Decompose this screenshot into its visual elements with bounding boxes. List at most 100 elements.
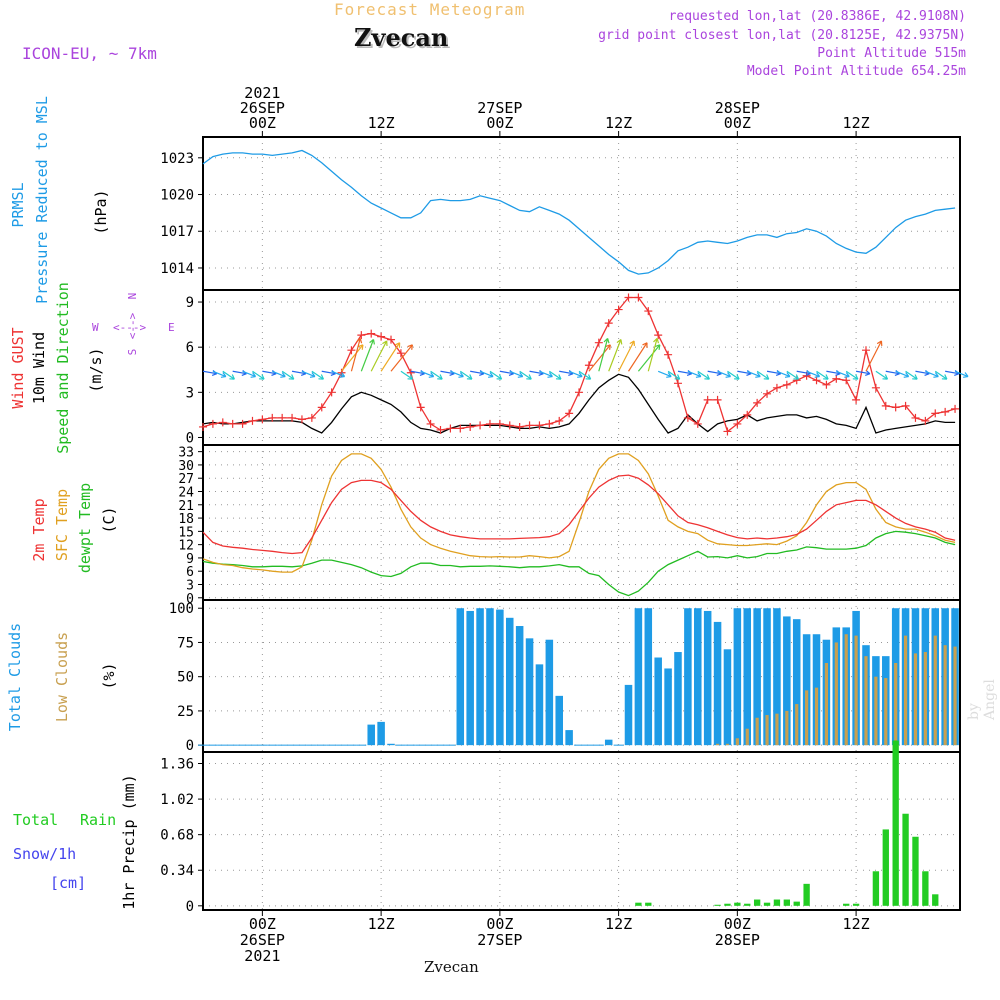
gust-marker xyxy=(515,422,524,431)
clouds-ytick-label: 25 xyxy=(177,704,194,720)
gust-marker xyxy=(782,380,791,389)
low-cloud-bar xyxy=(715,743,720,746)
wind-direction-arrow xyxy=(707,370,722,375)
wind-direction-arrowhead xyxy=(585,374,592,380)
total-cloud-bar xyxy=(773,608,781,746)
total-cloud-bar xyxy=(525,638,534,746)
low-cloud-bar xyxy=(933,635,937,746)
total-cloud-bar xyxy=(684,608,692,746)
top-time-label: 00Z xyxy=(486,114,513,132)
low-cloud-bar xyxy=(884,678,888,746)
wind-direction-arrow xyxy=(370,340,388,372)
gust-marker xyxy=(683,413,692,422)
wind-direction-arrow xyxy=(459,370,473,380)
low-cloud-bar xyxy=(785,710,789,746)
gust-marker xyxy=(218,418,227,427)
wind-direction-arrowhead xyxy=(912,374,918,380)
gust-marker xyxy=(565,409,574,418)
precip-bar xyxy=(753,899,761,906)
wind-direction-arrowhead xyxy=(725,372,732,378)
wind-direction-arrow xyxy=(232,370,247,375)
low-cloud-bar xyxy=(844,634,848,746)
gust-marker xyxy=(555,416,564,425)
total-cloud-bar xyxy=(753,608,761,746)
wind-direction-arrow xyxy=(479,370,494,378)
total-cloud-bar xyxy=(644,608,653,746)
precip-bar xyxy=(744,903,751,906)
temp-ytick-label: 12 xyxy=(178,539,194,554)
gust-marker xyxy=(852,395,861,404)
top-time-label: 26SEP xyxy=(240,99,285,117)
precip-bar xyxy=(872,871,880,906)
temp-ytick-label: 30 xyxy=(178,459,194,474)
snow-label: Snow/1h xyxy=(13,845,76,863)
wind-direction-arrowhead xyxy=(793,374,799,380)
wind-direction-arrow xyxy=(836,370,850,378)
pressure-ytick-label: 1020 xyxy=(160,188,194,204)
wind-direction-arrow xyxy=(400,370,413,380)
bottom-time-label: 12Z xyxy=(368,915,395,933)
wind-direction-arrowhead xyxy=(259,374,265,380)
pressure-msl-label: Pressure Reduced to MSL xyxy=(33,96,51,304)
gust-marker xyxy=(951,404,960,413)
gridpoint-location: grid point closest lon,lat (20.8125E, 42… xyxy=(598,28,966,43)
precip-bar xyxy=(734,902,741,906)
total-cloud-bar xyxy=(466,610,474,746)
precip-panel: 0 0.34 0.68 1.02 1.36 xyxy=(160,751,961,915)
wind-direction-arrowhead xyxy=(437,374,443,380)
gust-marker xyxy=(268,413,277,422)
wind-direction-arrowhead xyxy=(704,374,710,380)
gust-marker xyxy=(703,395,712,404)
wind-direction-arrow xyxy=(450,370,464,378)
gust-marker xyxy=(456,424,465,433)
temp-ytick-label: 27 xyxy=(178,472,194,487)
wind-direction-arrow xyxy=(519,370,532,380)
temp-ytick-label: 0 xyxy=(186,592,194,607)
wind-direction-arrow xyxy=(697,370,710,380)
wind-direction-arrow xyxy=(875,370,888,380)
wind-ytick-label: 3 xyxy=(186,385,194,401)
gust-marker xyxy=(466,422,475,431)
total-cloud-bar xyxy=(367,724,375,746)
gust-marker xyxy=(614,305,623,314)
model-label: ICON-EU, ~ 7km xyxy=(22,44,157,63)
gust-marker xyxy=(921,416,930,425)
gust-marker xyxy=(288,413,297,422)
gust-marker xyxy=(208,419,217,428)
gust-marker xyxy=(327,388,336,397)
wind-ytick-label: 6 xyxy=(186,340,194,356)
wind-direction-arrow xyxy=(252,370,265,380)
precip-bar xyxy=(773,899,781,906)
bottom-time-label: 00Z xyxy=(249,915,276,933)
precip-bar xyxy=(645,902,652,906)
wind-direction-arrow xyxy=(539,370,553,378)
wind-direction-arrowhead xyxy=(755,372,761,378)
gust-marker xyxy=(861,346,870,355)
wind-direction-arrow xyxy=(865,340,882,372)
total-cloud-bar xyxy=(535,664,544,746)
wind-direction-arrowhead xyxy=(629,340,635,346)
wind-ytick-label: 0 xyxy=(186,430,194,446)
top-time-label: 00Z xyxy=(724,114,751,132)
wind-frame xyxy=(202,289,961,446)
dewpt-temp-label: dewpt Temp xyxy=(76,483,94,573)
low-cloud-bar xyxy=(775,713,779,746)
total-cloud-bar xyxy=(634,608,643,746)
precip-bar xyxy=(783,899,790,906)
temp-ytick-label: 21 xyxy=(178,499,194,514)
temp-ytick-label: 33 xyxy=(178,446,194,461)
precip-bar xyxy=(912,836,919,906)
wind-direction-arrow xyxy=(954,370,969,378)
wind-direction-arrowhead xyxy=(882,374,889,380)
wind-direction-arrow xyxy=(202,370,217,375)
wind-direction-arrow xyxy=(578,370,591,380)
wind-direction-arrow xyxy=(390,344,413,372)
wind-direction-arrow xyxy=(212,370,227,378)
pressure-frame xyxy=(202,136,961,291)
wind-direction-arrow xyxy=(470,370,485,375)
wind-direction-arrow xyxy=(272,370,286,378)
total-cloud-bar xyxy=(664,668,672,746)
precip-bar xyxy=(793,901,800,906)
wind-direction-arrowhead xyxy=(517,372,524,378)
wind-direction-arrowhead xyxy=(852,374,859,380)
